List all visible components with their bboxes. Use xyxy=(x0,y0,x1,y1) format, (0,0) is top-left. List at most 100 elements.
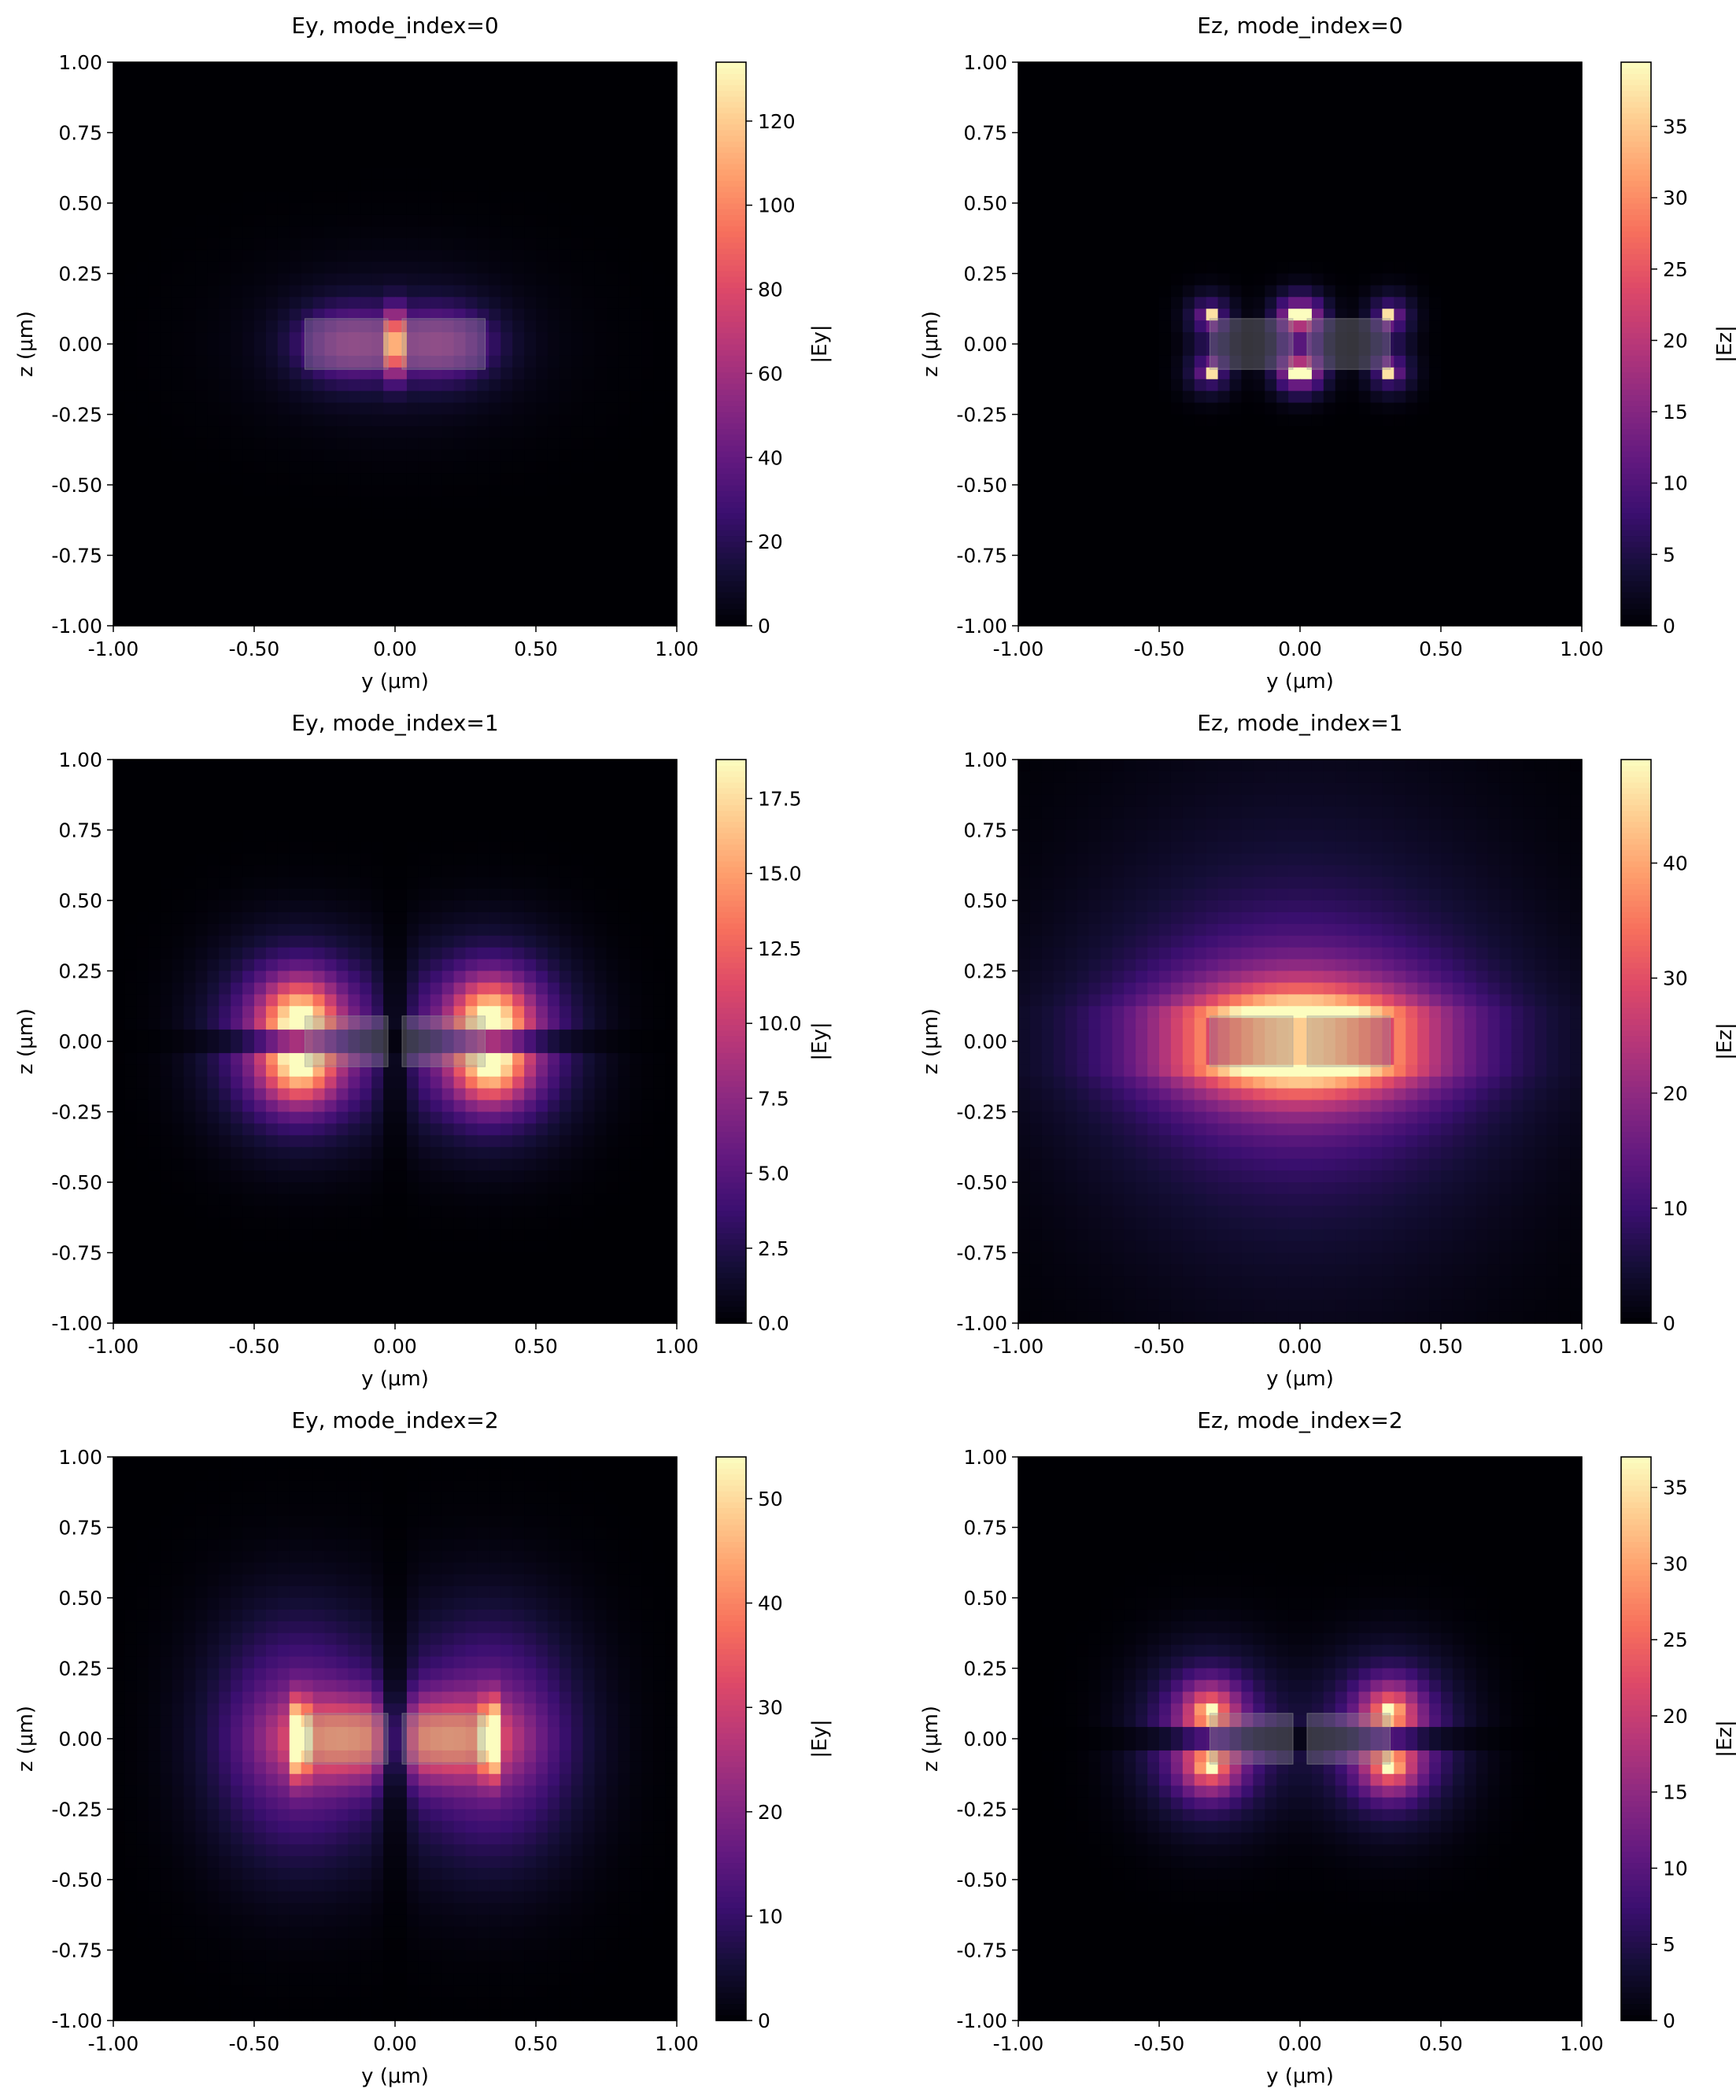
heatmap-cell xyxy=(360,85,372,98)
heatmap-cell xyxy=(418,555,431,568)
colorbar-tick-label: 60 xyxy=(758,362,783,385)
heatmap-cell xyxy=(1535,226,1547,239)
heatmap-cell xyxy=(1464,402,1477,416)
heatmap-cell xyxy=(219,590,231,603)
heatmap-cell xyxy=(1159,449,1172,462)
heatmap-cell xyxy=(465,250,478,263)
heatmap-cell xyxy=(1170,226,1184,239)
heatmap-cell xyxy=(477,367,489,380)
heatmap-cell xyxy=(265,567,279,579)
heatmap-cell xyxy=(1288,449,1301,462)
heatmap-cell xyxy=(277,261,290,275)
heatmap-cell xyxy=(1523,496,1535,509)
heatmap-cell xyxy=(124,120,138,134)
heatmap-cell xyxy=(148,261,161,275)
heatmap-cell xyxy=(630,531,642,545)
heatmap-cell xyxy=(1229,590,1243,603)
heatmap-cell xyxy=(136,132,150,146)
heatmap-cell xyxy=(371,214,384,227)
heatmap-cell xyxy=(465,402,478,416)
heatmap-cell xyxy=(1523,62,1535,75)
heatmap-cell xyxy=(1241,285,1254,298)
colorbar-segment xyxy=(716,552,746,559)
heatmap-cell xyxy=(183,555,197,568)
heatmap-cell xyxy=(1570,379,1583,392)
heatmap-cell xyxy=(1405,73,1418,87)
heatmap-cell xyxy=(1112,62,1125,75)
colorbar-segment xyxy=(716,79,746,86)
heatmap-cell xyxy=(160,179,173,192)
heatmap-cell xyxy=(1441,379,1453,392)
heatmap-cell xyxy=(360,590,372,603)
heatmap-cell xyxy=(1570,355,1583,368)
heatmap-cell xyxy=(1429,543,1442,556)
heatmap-cell xyxy=(1100,344,1113,357)
heatmap-cell xyxy=(219,109,231,122)
heatmap-cell xyxy=(1018,426,1031,438)
heatmap-cell xyxy=(1476,285,1489,298)
heatmap-cell xyxy=(1429,320,1442,333)
heatmap-cell xyxy=(1194,144,1207,157)
heatmap-cell xyxy=(1276,438,1289,450)
heatmap-cell xyxy=(1382,73,1394,87)
heatmap-cell xyxy=(360,531,372,545)
heatmap-cell xyxy=(277,62,290,75)
heatmap-cell xyxy=(524,602,537,615)
heatmap-cell xyxy=(1159,555,1172,568)
heatmap-cell xyxy=(183,344,197,357)
heatmap-cell xyxy=(1206,85,1219,98)
heatmap-cell xyxy=(1405,485,1418,497)
heatmap-cell xyxy=(582,461,596,474)
heatmap-cell xyxy=(1546,426,1559,438)
heatmap-cell xyxy=(594,261,608,275)
heatmap-cell xyxy=(231,367,243,380)
heatmap-cell xyxy=(1088,214,1102,227)
heatmap-cell xyxy=(571,567,584,579)
heatmap-cell xyxy=(571,309,584,321)
heatmap-cell xyxy=(1358,168,1372,180)
heatmap-cell xyxy=(1088,531,1102,545)
heatmap-cell xyxy=(441,579,455,591)
heatmap-cell xyxy=(1029,531,1043,545)
heatmap-cell xyxy=(395,519,408,533)
heatmap-cell xyxy=(430,109,443,122)
heatmap-cell xyxy=(1429,614,1442,627)
heatmap-cell xyxy=(1194,320,1207,333)
heatmap-cell xyxy=(630,602,642,615)
heatmap-cell xyxy=(1182,496,1195,509)
heatmap-cell xyxy=(289,297,302,309)
heatmap-cell xyxy=(665,191,678,204)
heatmap-cell xyxy=(406,261,419,275)
heatmap-cell xyxy=(1523,402,1535,416)
heatmap-cell xyxy=(1452,132,1465,146)
heatmap-cell xyxy=(441,555,455,568)
heatmap-cell xyxy=(1394,473,1406,486)
heatmap-cell xyxy=(1464,332,1477,345)
heatmap-cell xyxy=(571,426,584,438)
heatmap-cell xyxy=(1112,438,1125,450)
heatmap-cell xyxy=(360,109,372,122)
heatmap-cell xyxy=(1370,367,1383,380)
heatmap-cell xyxy=(231,567,243,579)
heatmap-cell xyxy=(1229,320,1243,333)
heatmap-cell xyxy=(195,332,208,345)
heatmap-cell xyxy=(1041,508,1055,521)
heatmap-cell xyxy=(1029,109,1043,122)
heatmap-cell xyxy=(1136,297,1148,309)
heatmap-cell xyxy=(536,120,549,134)
heatmap-cell xyxy=(1065,285,1078,298)
heatmap-cell xyxy=(1558,261,1571,275)
heatmap-cell xyxy=(1452,461,1465,474)
heatmap-cell xyxy=(1124,555,1136,568)
heatmap-cell xyxy=(1112,449,1125,462)
heatmap-cell xyxy=(665,297,678,309)
heatmap-cell xyxy=(1170,602,1184,615)
heatmap-cell xyxy=(207,332,220,345)
colorbar-segment xyxy=(716,462,746,469)
heatmap-cell xyxy=(1335,97,1348,110)
colorbar-segment xyxy=(1621,135,1651,142)
heatmap-cell xyxy=(1311,261,1324,275)
heatmap-cell xyxy=(148,402,161,416)
heatmap-cell xyxy=(360,73,372,87)
heatmap-cell xyxy=(1100,496,1113,509)
